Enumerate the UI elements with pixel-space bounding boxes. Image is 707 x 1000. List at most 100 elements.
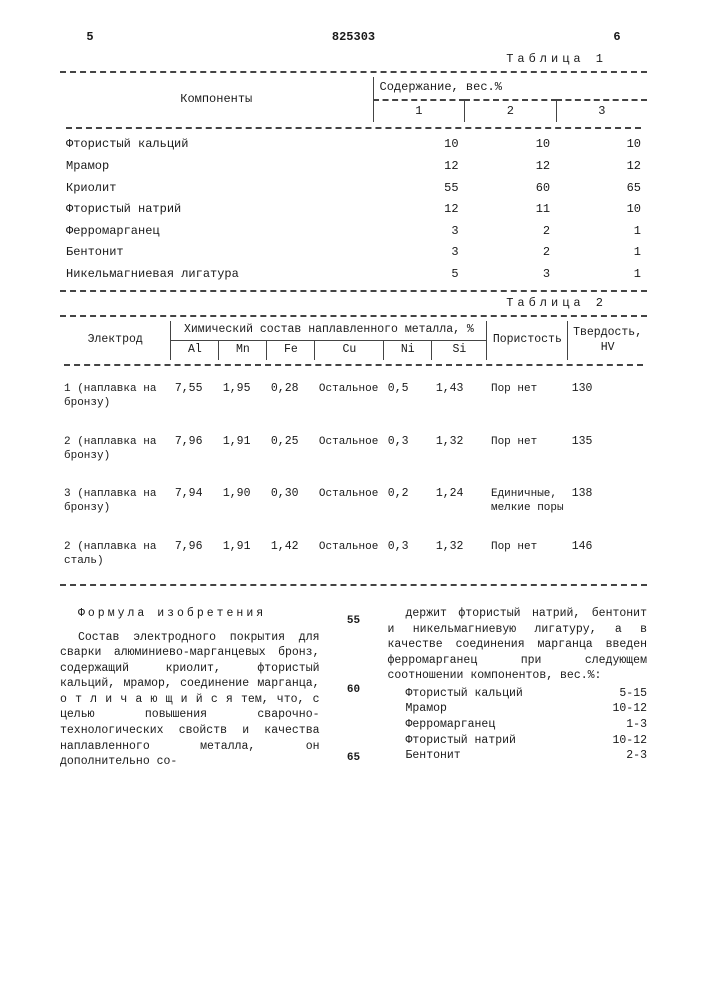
formula-left-text: Состав электродного покрытия для сварки … (60, 630, 320, 770)
ratio-value: 2-3 (626, 748, 647, 764)
page-num-right: 6 (587, 30, 647, 46)
cell-v2: 11 (465, 199, 557, 221)
cell-por: Пор нет (487, 423, 568, 476)
table-row: Криолит556065 (60, 178, 647, 200)
cell-cu: Остальное (315, 528, 384, 581)
rule (60, 584, 647, 586)
cell-v1: 12 (373, 156, 465, 178)
table1-col-content: Содержание, вес.% (373, 77, 647, 100)
cell-por: Пор нет (487, 528, 568, 581)
cell-mn: 1,90 (219, 475, 267, 528)
cell-v3: 65 (556, 178, 647, 200)
right-column: держит фтористый натрий, бентонит и нике… (388, 606, 648, 769)
table2-sub-cu: Cu (315, 341, 384, 360)
table2-sub-si: Si (432, 341, 487, 360)
cell-v1: 55 (373, 178, 465, 200)
table2-col-hardness: Твердость, HV (568, 321, 647, 360)
ratio-value: 10-12 (612, 733, 647, 749)
formula-right-text: держит фтористый натрий, бентонит и нике… (388, 606, 648, 684)
ratio-name: Ферромарганец (406, 717, 496, 733)
cell-por: Единичные, мелкие поры (487, 475, 568, 528)
ratio-list: Фтористый кальций 5-15 Мрамор 10-12 Ферромар… (388, 686, 648, 764)
cell-v1: 3 (373, 221, 465, 243)
table2-col-chem: Химический состав наплавленного металла,… (171, 321, 487, 340)
rule (60, 315, 647, 317)
table2-col-porosity: Пористость (487, 321, 568, 360)
cell-v1: 12 (373, 199, 465, 221)
cell-ni: 0,3 (384, 423, 432, 476)
cell-fe: 0,28 (267, 370, 315, 423)
table1-subcol-3: 3 (556, 100, 647, 123)
table1-caption: Таблица 1 (60, 52, 607, 68)
ratio-name: Фтористый кальций (406, 686, 523, 702)
cell-name: Никельмагниевая лигатура (60, 264, 373, 286)
table2-caption: Таблица 2 (60, 296, 607, 312)
ratio-name: Фтористый натрий (406, 733, 516, 749)
page-num-left: 5 (60, 30, 120, 46)
line-num-55: 55 (347, 614, 360, 629)
ratio-value: 10-12 (612, 701, 647, 717)
cell-v3: 12 (556, 156, 647, 178)
ratio-name: Мрамор (406, 701, 447, 717)
cell-v1: 3 (373, 242, 465, 264)
cell-v3: 1 (556, 264, 647, 286)
cell-v2: 2 (465, 242, 557, 264)
table2-col-electrode: Электрод (60, 321, 171, 360)
cell-al: 7,55 (171, 370, 219, 423)
cell-cu: Остальное (315, 423, 384, 476)
table2-sub-fe: Fe (267, 341, 315, 360)
cell-si: 1,24 (432, 475, 487, 528)
cell-ni: 0,5 (384, 370, 432, 423)
ratio-row: Фтористый кальций 5-15 (388, 686, 648, 702)
rule (60, 290, 647, 292)
cell-al: 7,96 (171, 528, 219, 581)
cell-label: 2 (наплавка на сталь) (60, 528, 171, 581)
table-row: 2 (наплавка на сталь)7,961,911,42Остальн… (60, 528, 647, 581)
formula-title: Формула изобретения (60, 606, 320, 622)
cell-si: 1,32 (432, 423, 487, 476)
cell-name: Бентонит (60, 242, 373, 264)
cell-si: 1,32 (432, 528, 487, 581)
cell-v1: 10 (373, 134, 465, 156)
cell-label: 2 (наплавка на бронзу) (60, 423, 171, 476)
table2: Электрод Химический состав наплавленного… (60, 321, 647, 580)
cell-mn: 1,91 (219, 528, 267, 581)
ratio-name: Бентонит (406, 748, 461, 764)
table-row: Мрамор121212 (60, 156, 647, 178)
cell-v3: 1 (556, 221, 647, 243)
ratio-row: Бентонит 2-3 (388, 748, 648, 764)
cell-name: Фтористый натрий (60, 199, 373, 221)
cell-hv: 130 (568, 370, 647, 423)
cell-hv: 138 (568, 475, 647, 528)
table2-sub-ni: Ni (384, 341, 432, 360)
cell-v2: 60 (465, 178, 557, 200)
line-num-65: 65 (347, 751, 360, 766)
table-row: Фтористый кальций101010 (60, 134, 647, 156)
line-number-gutter: 55 60 65 (340, 606, 368, 769)
cell-mn: 1,91 (219, 423, 267, 476)
cell-ni: 0,2 (384, 475, 432, 528)
table1: Компоненты Содержание, вес.% 1 2 3 Фтори… (60, 77, 647, 285)
cell-cu: Остальное (315, 475, 384, 528)
page-header: 5 825303 6 (60, 30, 647, 46)
cell-cu: Остальное (315, 370, 384, 423)
ratio-value: 5-15 (619, 686, 647, 702)
cell-v2: 3 (465, 264, 557, 286)
ratio-row: Мрамор 10-12 (388, 701, 648, 717)
ratio-row: Фтористый натрий 10-12 (388, 733, 648, 749)
ratio-value: 1-3 (626, 717, 647, 733)
cell-v2: 10 (465, 134, 557, 156)
cell-hv: 135 (568, 423, 647, 476)
cell-v3: 10 (556, 134, 647, 156)
table2-sub-mn: Mn (219, 341, 267, 360)
cell-v3: 10 (556, 199, 647, 221)
cell-name: Криолит (60, 178, 373, 200)
table-row: 1 (наплавка на бронзу)7,551,950,28Осталь… (60, 370, 647, 423)
cell-si: 1,43 (432, 370, 487, 423)
cell-hv: 146 (568, 528, 647, 581)
cell-ni: 0,3 (384, 528, 432, 581)
table-row: Ферромарганец321 (60, 221, 647, 243)
cell-label: 3 (наплавка на бронзу) (60, 475, 171, 528)
left-column: Формула изобретения Состав электродного … (60, 606, 320, 769)
cell-al: 7,94 (171, 475, 219, 528)
